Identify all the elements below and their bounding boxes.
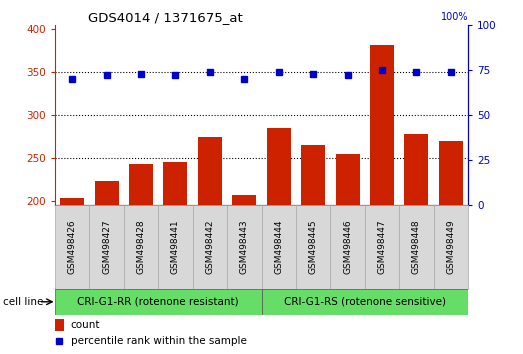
Text: 100%: 100%	[440, 12, 468, 22]
Text: GSM498444: GSM498444	[274, 220, 283, 274]
Bar	[439, 141, 463, 354]
FancyBboxPatch shape	[331, 205, 365, 289]
Text: GSM498427: GSM498427	[102, 219, 111, 274]
Text: GSM498446: GSM498446	[343, 219, 352, 274]
FancyBboxPatch shape	[365, 205, 399, 289]
Bar	[232, 195, 256, 354]
Text: GSM498447: GSM498447	[378, 219, 386, 274]
Text: GSM498448: GSM498448	[412, 219, 421, 274]
Bar	[198, 137, 222, 354]
Text: GSM498441: GSM498441	[171, 219, 180, 274]
Text: GSM498445: GSM498445	[309, 219, 317, 274]
FancyBboxPatch shape	[434, 205, 468, 289]
Bar	[301, 145, 325, 354]
Bar	[267, 128, 291, 354]
FancyBboxPatch shape	[227, 205, 262, 289]
Text: CRI-G1-RR (rotenone resistant): CRI-G1-RR (rotenone resistant)	[77, 297, 239, 307]
FancyBboxPatch shape	[89, 205, 124, 289]
Bar	[163, 162, 187, 354]
Bar	[370, 45, 394, 354]
Bar	[336, 154, 360, 354]
Text: percentile rank within the sample: percentile rank within the sample	[71, 336, 246, 346]
Text: cell line: cell line	[3, 297, 43, 307]
Text: GSM498442: GSM498442	[206, 220, 214, 274]
FancyBboxPatch shape	[124, 205, 158, 289]
FancyBboxPatch shape	[296, 205, 331, 289]
FancyBboxPatch shape	[158, 205, 192, 289]
FancyBboxPatch shape	[192, 205, 227, 289]
Text: GSM498428: GSM498428	[137, 219, 145, 274]
Bar	[60, 199, 84, 354]
FancyBboxPatch shape	[262, 289, 468, 315]
Text: GSM498449: GSM498449	[446, 219, 456, 274]
Text: GDS4014 / 1371675_at: GDS4014 / 1371675_at	[88, 11, 243, 24]
Bar	[404, 134, 428, 354]
Text: CRI-G1-RS (rotenone sensitive): CRI-G1-RS (rotenone sensitive)	[284, 297, 446, 307]
Bar	[129, 164, 153, 354]
FancyBboxPatch shape	[55, 289, 262, 315]
Bar	[55, 319, 64, 331]
Text: count: count	[71, 320, 100, 330]
Bar	[95, 181, 119, 354]
Text: GSM498426: GSM498426	[67, 219, 77, 274]
FancyBboxPatch shape	[55, 205, 89, 289]
FancyBboxPatch shape	[399, 205, 434, 289]
Text: GSM498443: GSM498443	[240, 219, 249, 274]
FancyBboxPatch shape	[262, 205, 296, 289]
